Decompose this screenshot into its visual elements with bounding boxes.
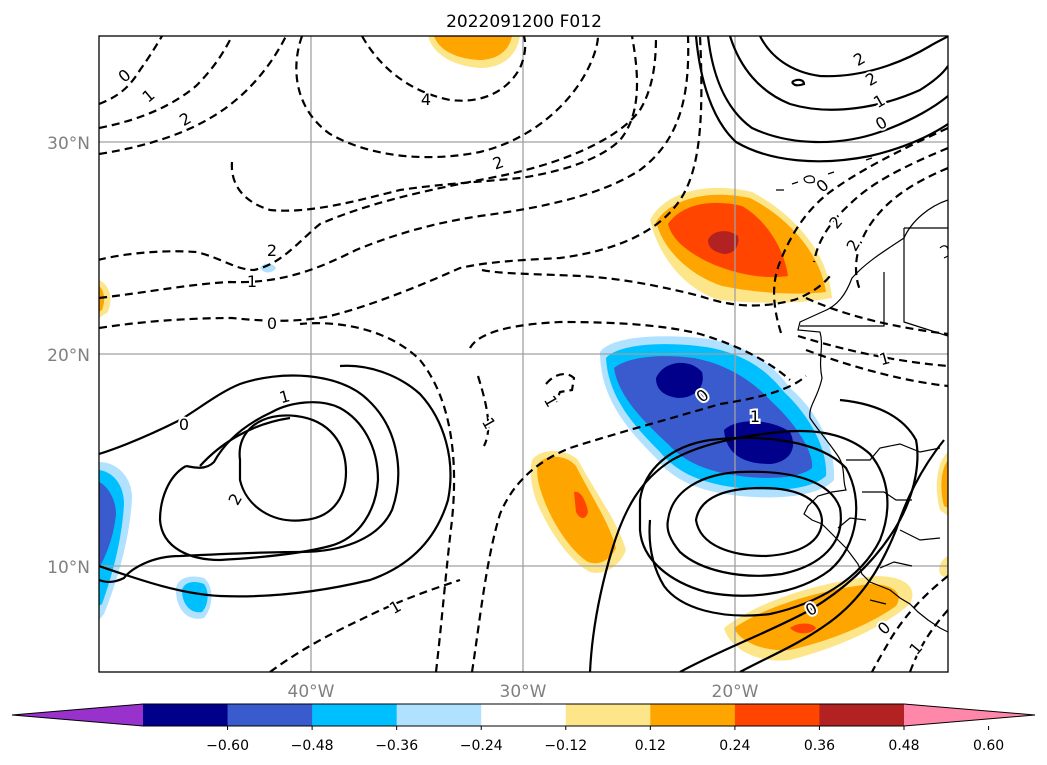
- colorbar-tick-label: −0.48: [291, 738, 334, 754]
- contour-label: 1: [877, 348, 892, 369]
- contour-label: 2: [862, 68, 880, 90]
- contour-label: 1: [386, 596, 404, 618]
- colorbar-tick-label: 0.60: [973, 738, 1004, 754]
- contour-label: 2: [490, 152, 506, 173]
- contour-label: 1: [277, 386, 292, 407]
- coastline: [776, 157, 948, 633]
- colorbar-tick-label: −0.36: [375, 738, 418, 754]
- contour-label: 0: [872, 112, 890, 134]
- colorbar-swatch: [650, 704, 736, 726]
- colorbar-extend-high: [904, 704, 1035, 726]
- colorbar-tick-label: 0.36: [804, 738, 835, 754]
- contour-lines: [99, 36, 948, 672]
- contour-label: 0: [114, 65, 134, 86]
- colorbar-swatch: [481, 704, 567, 726]
- contour-label: 0: [179, 415, 189, 434]
- contour-label: 0: [267, 314, 277, 333]
- colorbar-tick-label: −0.12: [544, 738, 587, 754]
- contour-label: 1: [247, 272, 257, 291]
- lat-label-20n: 20°N: [47, 346, 90, 366]
- colorbar-swatch: [819, 704, 905, 726]
- latitude-labels: 30°N 20°N 10°N: [47, 134, 90, 578]
- colorbar-swatch: [565, 704, 651, 726]
- lon-label-30w: 30°W: [500, 682, 547, 702]
- colorbar-swatch: [143, 704, 229, 726]
- lat-label-30n: 30°N: [47, 134, 90, 154]
- plot-area: 0 1 2 2 2 1 0 4 2 2 1 0 0 2 2 1 0 1 2 0 …: [99, 36, 948, 672]
- colorbar-tick-label: −0.24: [460, 738, 503, 754]
- colorbar-swatch: [734, 704, 820, 726]
- colorbar-swatch: [312, 704, 398, 726]
- contour-label: 1: [138, 85, 158, 106]
- colorbar-extend-low: [12, 704, 143, 726]
- longitude-labels: 40°W 30°W 20°W: [288, 682, 759, 702]
- colorbar-swatch: [227, 704, 313, 726]
- lon-label-40w: 40°W: [288, 682, 335, 702]
- colorbar-tick-label: 0.48: [888, 738, 919, 754]
- contour-label: 2: [850, 48, 868, 70]
- contour-label: 2: [267, 241, 277, 260]
- map-title: 2022091200 F012: [446, 12, 602, 32]
- colorbar: −0.60 −0.48 −0.36 −0.24 −0.12 0.12 0.24 0.36 0.4…: [11, 703, 1036, 754]
- colorbar-tick-label: 0.12: [635, 738, 666, 754]
- contour-label: 2: [842, 236, 864, 254]
- plot-frame: [98, 35, 949, 673]
- contour-label: 1: [540, 392, 562, 410]
- shading-layer: [99, 36, 948, 661]
- contour-label: 2: [224, 490, 246, 508]
- lon-label-20w: 20°W: [712, 682, 759, 702]
- colorbar-tick-label: −0.60: [206, 738, 249, 754]
- colorbar-swatch: [396, 704, 482, 726]
- contour-label: 1: [905, 638, 926, 658]
- colorbar-outline: [11, 703, 1036, 727]
- lat-label-10n: 10°N: [47, 558, 90, 578]
- colorbar-tick-label: 0.24: [719, 738, 750, 754]
- contour-label: 1: [750, 407, 760, 426]
- contour-label: 4: [421, 90, 431, 109]
